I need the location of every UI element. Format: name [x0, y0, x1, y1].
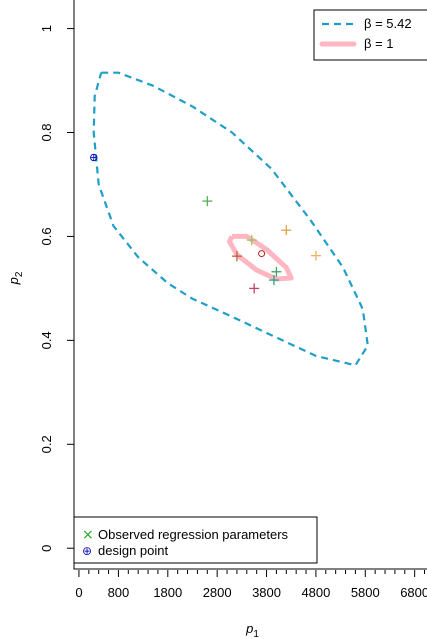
- x-axis-label-main: p: [245, 621, 253, 636]
- x-tick-label: 3800: [252, 585, 281, 600]
- legend-top: β = 5.42 β = 1: [313, 9, 427, 61]
- legend-bottom: × Observed regression parameters ⊕ desig…: [73, 516, 318, 564]
- x-tick-label: 1800: [153, 585, 182, 600]
- ellipse-layer: [92, 71, 369, 367]
- observed-point-marker: [202, 196, 213, 207]
- confidence-ellipse-1: [227, 233, 294, 282]
- legend-top-box: [313, 9, 427, 61]
- plot-area-frame: [73, 0, 427, 570]
- legend-bottom-symbol-observed: ×: [82, 527, 94, 543]
- points-layer: [90, 153, 321, 294]
- y-tick-label: 1: [39, 25, 54, 32]
- legend-bottom-symbol-design: ⊕: [82, 544, 92, 558]
- y-tick-label: 0.2: [39, 435, 54, 453]
- y-tick-label: 0.4: [39, 331, 54, 349]
- y-axis-label-subscript: 2: [14, 271, 25, 277]
- x-tick-label: 6800: [400, 585, 427, 600]
- x-tick-label: 4800: [301, 585, 330, 600]
- x-axis: 0 800 1800 2800 3800 4800 5800 6800: [75, 570, 427, 600]
- legend-top-label-beta-1: β = 1: [364, 36, 394, 51]
- legend-top-label-beta-5-42: β = 5.42: [364, 16, 412, 31]
- y-axis: 0 0.2 0.4 0.6 0.8 1: [39, 25, 75, 552]
- observed-point-marker: [271, 266, 282, 277]
- legend-bottom-label-observed: Observed regression parameters: [98, 527, 289, 542]
- x-axis-label-subscript: 1: [253, 629, 259, 639]
- estimate-point-marker: [258, 250, 266, 258]
- y-axis-label-main: p: [6, 277, 21, 285]
- y-axis-label: p2: [6, 271, 25, 285]
- legend-bottom-box: [73, 516, 318, 564]
- y-tick-label: 0.6: [39, 227, 54, 245]
- observed-point-marker: [268, 275, 279, 286]
- y-tick-label: 0.8: [39, 123, 54, 141]
- observed-point-marker: [281, 225, 292, 236]
- x-tick-label: 800: [108, 585, 130, 600]
- observed-point-marker: [310, 250, 321, 261]
- design-point-marker: [90, 153, 98, 162]
- observed-point-marker: [249, 283, 260, 294]
- confidence-ellipse-0: [92, 71, 369, 367]
- observed-point-marker: [231, 251, 242, 262]
- x-axis-label: p1: [245, 621, 259, 639]
- legend-bottom-label-design: design point: [98, 543, 168, 558]
- x-tick-label: 2800: [203, 585, 232, 600]
- x-tick-label: 0: [75, 585, 82, 600]
- y-tick-label: 0: [39, 545, 54, 552]
- x-tick-label: 5800: [351, 585, 380, 600]
- observed-point-marker: [246, 235, 257, 246]
